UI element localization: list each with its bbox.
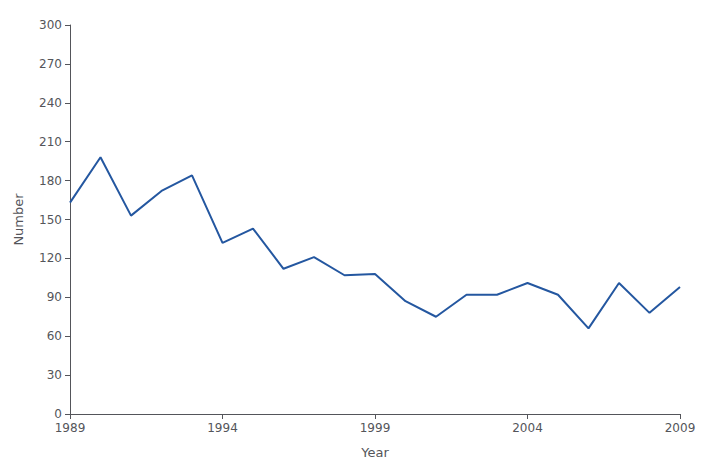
svg-text:Year: Year <box>360 445 389 460</box>
svg-text:90: 90 <box>47 290 62 304</box>
svg-text:30: 30 <box>47 368 62 382</box>
svg-text:1994: 1994 <box>207 421 238 435</box>
svg-text:270: 270 <box>39 57 62 71</box>
svg-text:120: 120 <box>39 251 62 265</box>
svg-text:300: 300 <box>39 18 62 32</box>
svg-text:150: 150 <box>39 213 62 227</box>
svg-text:2009: 2009 <box>665 421 696 435</box>
svg-text:2004: 2004 <box>512 421 543 435</box>
svg-text:Number: Number <box>11 193 26 246</box>
svg-text:1989: 1989 <box>55 421 86 435</box>
svg-text:180: 180 <box>39 174 62 188</box>
svg-text:60: 60 <box>47 329 62 343</box>
svg-text:1999: 1999 <box>360 421 391 435</box>
svg-text:0: 0 <box>54 407 62 421</box>
svg-text:210: 210 <box>39 135 62 149</box>
svg-text:240: 240 <box>39 96 62 110</box>
